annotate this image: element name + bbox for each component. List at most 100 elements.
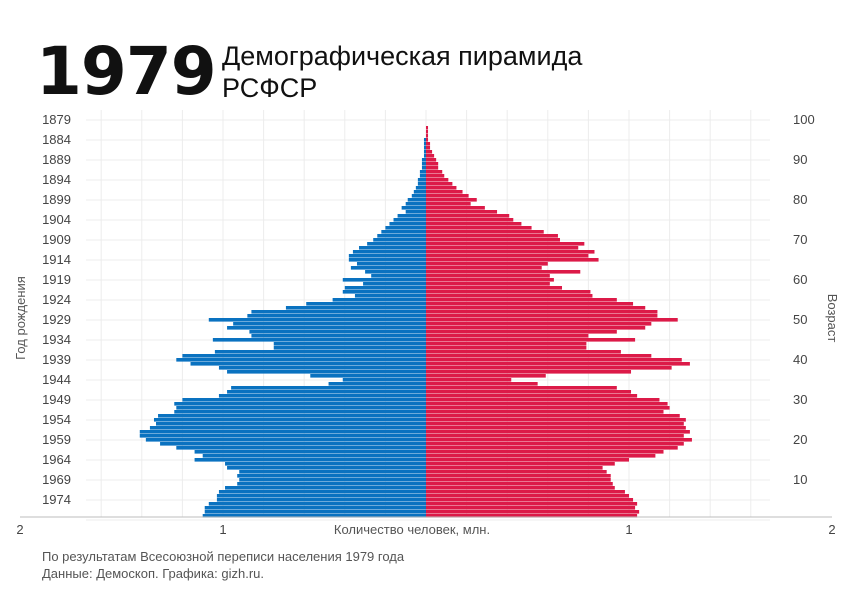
female-bar [426, 450, 664, 454]
female-bar [426, 166, 439, 170]
birth-year-tick-label: 1969 [42, 472, 71, 487]
female-bar [426, 226, 532, 230]
male-bar [423, 154, 426, 158]
birth-year-axis: 1879 1884 1889 1894 1899 1904 1909 1914 1919 1924… [42, 112, 71, 507]
male-bar [342, 290, 426, 294]
female-bar [426, 202, 471, 206]
male-bar [247, 314, 426, 318]
female-bar [426, 142, 431, 146]
male-bar [385, 226, 426, 230]
male-bar [373, 238, 426, 242]
male-bar [421, 162, 426, 166]
female-bar [426, 486, 615, 490]
male-bar [342, 278, 426, 282]
birth-year-tick-label: 1909 [42, 232, 71, 247]
female-bar [426, 222, 522, 226]
female-bar [426, 482, 613, 486]
male-bar [227, 326, 426, 330]
male-bar [423, 146, 426, 150]
male-bar [239, 470, 426, 474]
chart-title: Демографическая пирамида РСФСР [222, 40, 582, 104]
female-bar [426, 370, 632, 374]
age-tick-label: 50 [793, 312, 807, 327]
female-bar [426, 138, 429, 142]
birth-year-tick-label: 1974 [42, 492, 71, 507]
male-bar [371, 274, 426, 278]
male-bar [251, 334, 426, 338]
male-bar [423, 142, 426, 146]
female-bar [426, 278, 554, 282]
female-bar [426, 346, 587, 350]
female-bar [426, 306, 646, 310]
female-bar [426, 438, 692, 442]
male-bar [212, 338, 426, 342]
age-tick-label: 60 [793, 272, 807, 287]
female-bar [426, 214, 510, 218]
female-bar [426, 418, 686, 422]
male-bar [419, 174, 426, 178]
male-bar [176, 446, 426, 450]
birth-year-tick-label: 1964 [42, 452, 71, 467]
male-bar [350, 266, 426, 270]
female-bar [426, 146, 431, 150]
birth-year-tick-label: 1934 [42, 332, 71, 347]
female-bar [426, 334, 589, 338]
male-bar [176, 406, 426, 410]
male-bar [204, 506, 426, 510]
female-bar [426, 366, 672, 370]
female-bar [426, 186, 457, 190]
male-bar [423, 138, 426, 142]
male-bar [407, 198, 426, 202]
male-bar [149, 426, 427, 430]
male-bar [381, 230, 426, 234]
male-bar [421, 166, 426, 170]
y-axis-label-left: Год рождения [13, 276, 28, 360]
female-bar [426, 446, 678, 450]
female-bar [426, 442, 684, 446]
female-bar [426, 390, 632, 394]
male-bar [156, 422, 426, 426]
female-bars [426, 126, 692, 518]
birth-year-tick-label: 1884 [42, 132, 71, 147]
female-bar [426, 234, 558, 238]
male-bar [227, 390, 426, 394]
female-bar [426, 502, 638, 506]
male-bar [348, 254, 426, 258]
female-bar [426, 378, 512, 382]
birth-year-tick-label: 1924 [42, 292, 71, 307]
female-bar [426, 282, 550, 286]
male-bar [421, 158, 426, 162]
male-bar [401, 206, 426, 210]
female-bar [426, 230, 544, 234]
female-bar [426, 398, 660, 402]
male-bar [411, 194, 426, 198]
x-axis-ticks: 2 1 1 2 [16, 522, 835, 537]
male-bar [202, 514, 426, 518]
male-bar [419, 170, 426, 174]
female-bar [426, 382, 538, 386]
x-axis-label: Количество человек, млн. [334, 522, 490, 537]
age-tick-label: 30 [793, 392, 807, 407]
birth-year-tick-label: 1949 [42, 392, 71, 407]
male-bar [413, 190, 426, 194]
male-bar [415, 186, 426, 190]
age-tick-label: 80 [793, 192, 807, 207]
female-bar [426, 422, 684, 426]
female-bar [426, 470, 607, 474]
male-bar [190, 362, 426, 366]
female-bar [426, 194, 469, 198]
female-bar [426, 250, 595, 254]
female-bar [426, 254, 589, 258]
female-bar [426, 174, 445, 178]
male-bar [208, 318, 426, 322]
female-bar [426, 498, 634, 502]
male-bar [218, 366, 426, 370]
male-bar [273, 342, 426, 346]
footer-credits: Данные: Демоскоп. Графика: gizh.ru. [42, 566, 265, 581]
x-tick-label: 2 [828, 522, 835, 537]
female-bar [426, 262, 548, 266]
age-tick-label: 10 [793, 472, 807, 487]
birth-year-tick-label: 1889 [42, 152, 71, 167]
male-bar [363, 282, 426, 286]
